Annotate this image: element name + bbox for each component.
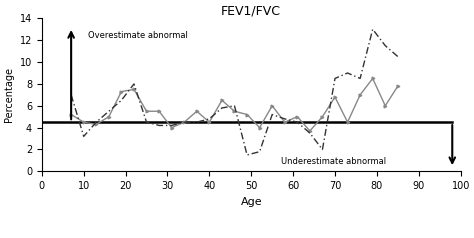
Text: Overestimate abnormal: Overestimate abnormal xyxy=(88,31,188,40)
Title: FEV1/FVC: FEV1/FVC xyxy=(221,4,281,17)
X-axis label: Age: Age xyxy=(240,197,262,207)
Y-axis label: Percentage: Percentage xyxy=(4,67,14,122)
Text: Underestimate abnormal: Underestimate abnormal xyxy=(281,157,386,166)
